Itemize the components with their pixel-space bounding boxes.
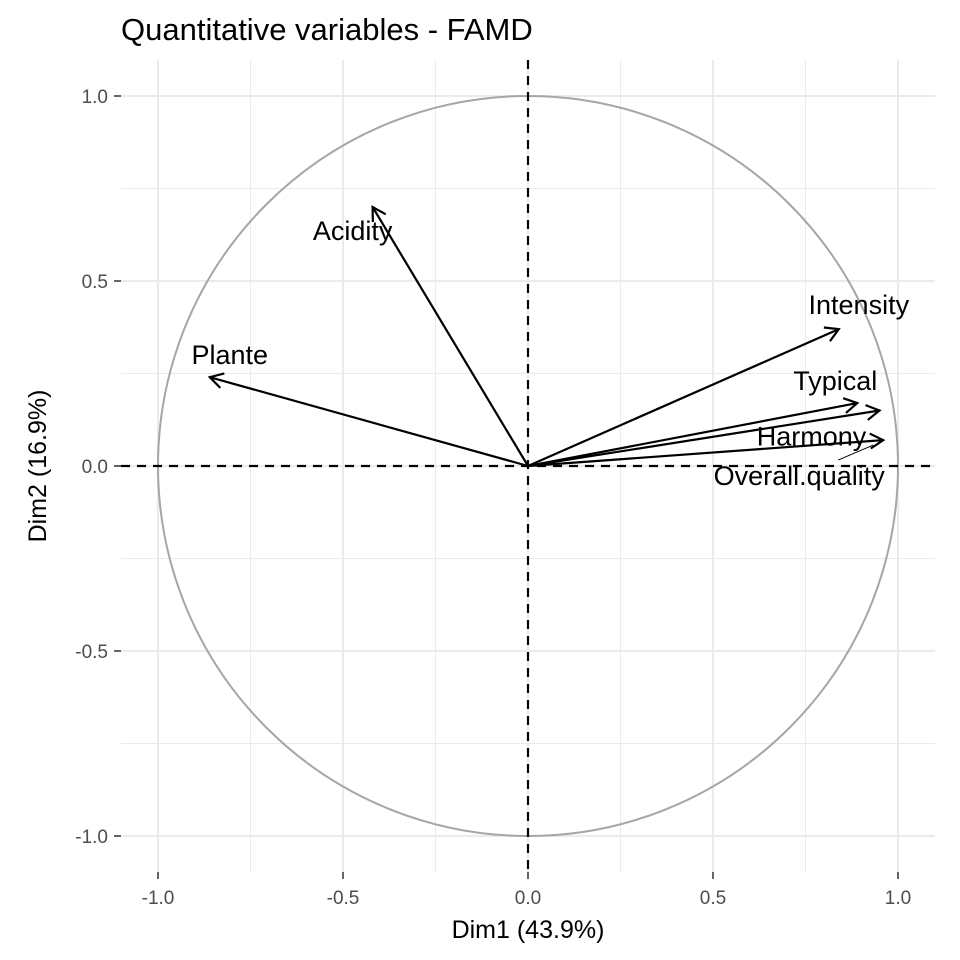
y-tick-label: -1.0 <box>75 827 108 848</box>
arrow-head <box>869 432 886 450</box>
x-tick-label: -1.0 <box>142 888 175 909</box>
variable-arrow <box>527 397 860 468</box>
arrow-shaft <box>527 328 840 468</box>
arrow-head <box>865 404 882 421</box>
variable-arrow <box>527 432 886 468</box>
arrow-shaft <box>209 376 529 468</box>
x-tick-label: 0.5 <box>700 888 726 909</box>
arrow-shaft <box>527 409 880 468</box>
arrow-shaft <box>527 439 884 468</box>
variable-labels: Acidity Plante Intensity Typical Harmony Over… <box>192 216 910 491</box>
variable-label: Acidity <box>313 216 393 246</box>
variable-label: Overall.quality <box>714 461 886 491</box>
axes: -1.0 -0.5 0.0 0.5 1.0 -1.0 -0.5 0.0 0.5 1.0 <box>75 87 911 909</box>
variable-label: Harmony <box>757 422 867 452</box>
variable-arrows <box>207 205 886 468</box>
arrow-shaft <box>527 402 858 468</box>
y-tick-label: 0.5 <box>82 272 108 293</box>
variable-arrow <box>371 205 529 467</box>
variable-arrow <box>527 326 841 468</box>
variable-label: Plante <box>192 340 269 370</box>
y-tick-label: 0.0 <box>82 457 108 478</box>
x-axis-title: Dim1 (43.9%) <box>452 916 605 944</box>
y-axis-title: Dim2 (16.9%) <box>24 390 52 543</box>
chart-title: Quantitative variables - FAMD <box>121 12 533 47</box>
variable-label: Typical <box>793 366 877 396</box>
x-tick-label: 0.0 <box>515 888 541 909</box>
x-tick-label: -0.5 <box>327 888 360 909</box>
label-connector <box>838 444 874 461</box>
variable-arrow <box>527 404 882 468</box>
y-tick-label: -0.5 <box>75 642 108 663</box>
x-tick-label: 1.0 <box>885 888 911 909</box>
arrow-head <box>207 372 225 389</box>
y-tick-label: 1.0 <box>82 87 108 108</box>
arrow-head <box>371 205 387 223</box>
arrow-shaft <box>371 206 529 467</box>
arrow-head <box>842 397 860 414</box>
arrow-head <box>823 326 841 342</box>
variable-label: Intensity <box>809 290 910 320</box>
variable-arrow <box>207 372 529 468</box>
